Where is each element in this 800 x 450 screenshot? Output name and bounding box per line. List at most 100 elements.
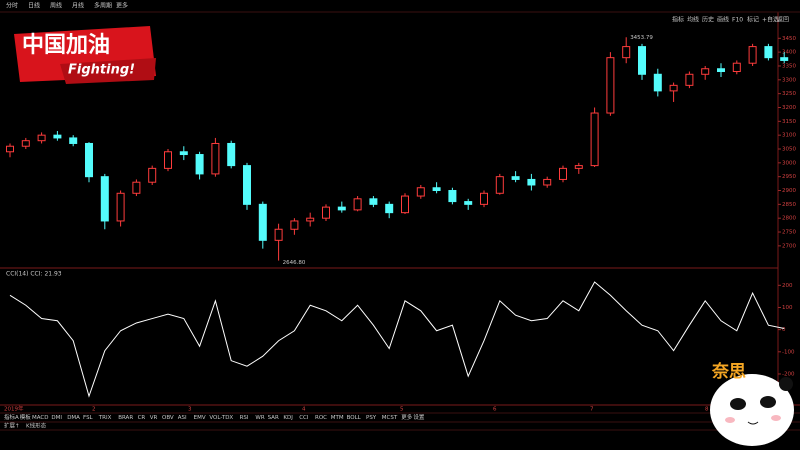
candle-body (574, 165, 583, 169)
y-tick-label: 3400 (782, 50, 796, 56)
y-tick-label: 2950 (782, 174, 796, 180)
y-tick-label: 2900 (782, 188, 796, 194)
indicator-tab: OBV (162, 415, 174, 421)
toolbar-item: 日线 (28, 2, 40, 10)
indicator-line (9, 281, 785, 398)
toolbar-item: 多周期 (94, 2, 112, 10)
candle-body (258, 203, 267, 241)
candle-body (495, 176, 504, 194)
candle-body (748, 46, 757, 64)
candle-body (290, 220, 299, 230)
indicator-tab: RSI (240, 415, 249, 421)
candle-body (511, 176, 520, 180)
candle-body (132, 181, 141, 194)
candle-body (480, 192, 488, 205)
banner-subtitle: Fighting! (68, 63, 135, 78)
y-tick-label: 3450 (782, 36, 796, 42)
indicator-tab: ROC (315, 415, 327, 421)
y-tick-label: 200 (782, 283, 793, 289)
candle-body (100, 176, 109, 222)
panda-mouth (747, 421, 759, 425)
candle-body (227, 142, 236, 167)
y-tick-label: 3050 (782, 147, 796, 153)
banner: 中国加油 Fighting! (14, 26, 156, 84)
indicator-tab: FSL (83, 415, 94, 421)
y-tick-label: 3100 (782, 133, 796, 139)
indicator-tab: DMI (51, 415, 62, 421)
panda-cheek (725, 417, 735, 423)
indicator-tab: MACD (32, 415, 49, 421)
max-label: 3453.79 (630, 35, 653, 41)
candle-body (37, 134, 46, 142)
indicator-tab: SAR (268, 415, 279, 421)
toolbar-item: +自选 (762, 16, 779, 24)
candle-body (116, 192, 125, 222)
candle-body (732, 62, 741, 73)
x-tick-label: 2 (92, 407, 96, 413)
indicator-tab: ASI (178, 415, 187, 421)
indicator-tab: CR (138, 415, 146, 421)
candle-body (401, 195, 409, 214)
candle-body (464, 201, 473, 205)
y-tick-label: 2850 (782, 202, 796, 208)
candle-body (322, 206, 330, 219)
candle-body (606, 57, 615, 114)
candle-body (448, 190, 457, 203)
y-tick-label: -200 (782, 371, 795, 377)
indicator-tab: MCST (382, 415, 398, 421)
x-tick-label: 7 (590, 407, 594, 413)
sticker-text: 奈思 (711, 361, 746, 382)
panda-eye (730, 398, 746, 410)
candle-body (701, 68, 710, 75)
candle-body (780, 57, 789, 61)
y-tick-label: -100 (782, 349, 795, 355)
indicator-tab: PSY (366, 415, 377, 421)
candle-body (669, 84, 678, 92)
candle-body (164, 151, 172, 169)
toolbar-item: 月线 (72, 2, 84, 10)
indicator-tab: VR (150, 415, 158, 421)
y-tick-label: 2800 (782, 216, 796, 222)
candle-body (543, 178, 552, 186)
y-tick-label: 3250 (782, 91, 796, 97)
indicator-tab: 指标A (4, 413, 19, 421)
panda-ear (779, 377, 793, 391)
candle-body (527, 178, 536, 186)
indicator-tab: MTM (331, 415, 344, 421)
banner-bg (60, 58, 156, 84)
toolbar-item: 返回 (777, 17, 789, 24)
y-tick-label: 3200 (782, 105, 796, 111)
y-tick-label: 3150 (782, 119, 796, 125)
candle-body (179, 151, 188, 156)
indicator-tab: BRAR (118, 415, 133, 421)
min-label: 2646.80 (283, 260, 306, 266)
y-tick-label: 3300 (782, 77, 796, 83)
x-tick-label: 8 (705, 407, 709, 413)
y-tick-label: 0 (782, 327, 786, 333)
toolbar-item: 均线 (687, 16, 699, 24)
candle-body (353, 198, 362, 211)
candle-body (53, 134, 62, 139)
toolbar-item: 画线 (717, 16, 729, 24)
candle-body (337, 206, 346, 211)
candle-body (306, 217, 315, 222)
candle-body (638, 46, 646, 75)
candle-body (432, 187, 441, 192)
candle-body (385, 203, 394, 214)
indicator-tab: 更多 (401, 413, 413, 421)
candle-body (21, 140, 30, 147)
indicator-title: CCI(14) CCI: 21.93 (6, 271, 62, 278)
y-tick-label: 100 (782, 305, 793, 311)
candle-body (274, 228, 283, 241)
toolbar-item: 分时 (6, 2, 18, 10)
candle-body (69, 137, 78, 144)
indicator-tab: TRIX (98, 415, 112, 421)
y-tick-label: 3000 (782, 160, 796, 166)
sticker: 奈思 (710, 361, 794, 446)
indicator-tab: DMA (67, 415, 80, 421)
tab: 扩展↑ (4, 422, 20, 430)
x-tick-label: 4 (302, 407, 306, 413)
candle-body (717, 68, 725, 73)
toolbar-item: 更多 (116, 2, 128, 10)
